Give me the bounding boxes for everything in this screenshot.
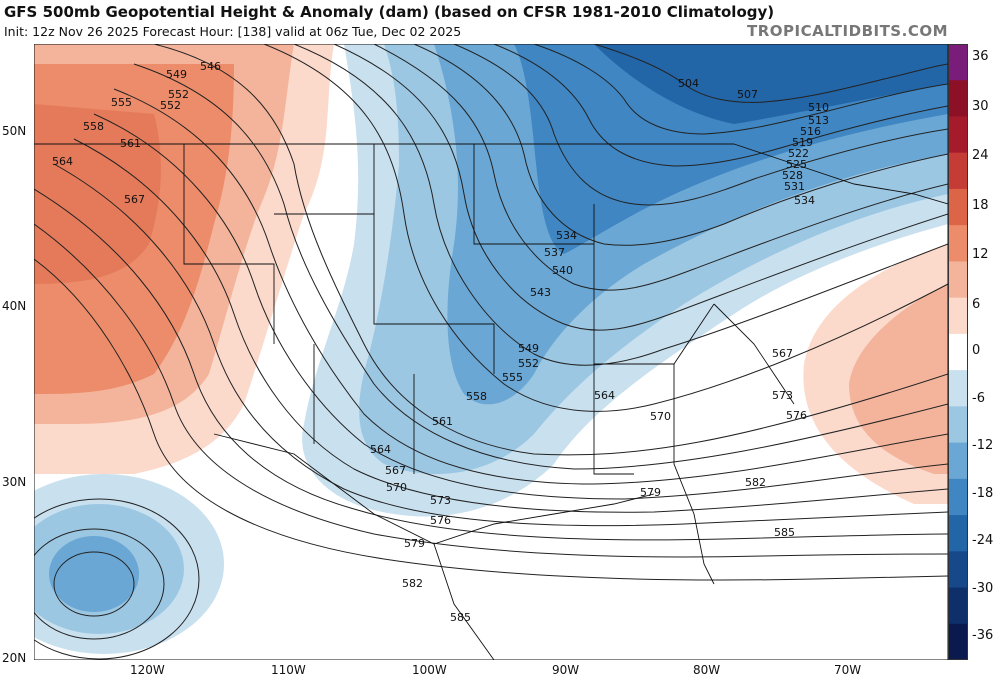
colorbar-swatch	[948, 116, 968, 154]
contour-label: 561	[120, 137, 141, 150]
contour-label: 582	[402, 577, 423, 590]
contour-label: 582	[745, 476, 766, 489]
lon-label: 100W	[412, 663, 447, 677]
lon-label: 80W	[693, 663, 721, 677]
anomaly-map	[34, 44, 948, 660]
contour-label: 567	[124, 193, 145, 206]
colorbar-swatch	[948, 370, 968, 407]
colorbar-tick: -24	[972, 533, 994, 548]
contour-label: 555	[502, 371, 523, 384]
colorbar-tick: -36	[972, 628, 994, 643]
pacific-low-anomaly	[34, 474, 224, 654]
contour-label: 567	[385, 464, 406, 477]
contour-label: 576	[786, 409, 807, 422]
lon-label: 120W	[130, 663, 165, 677]
colorbar-swatch	[948, 551, 968, 589]
lon-label: 110W	[271, 663, 306, 677]
contour-label: 534	[556, 229, 577, 242]
colorbar-swatch	[948, 44, 968, 81]
contour-label: 549	[518, 342, 539, 355]
contour-label: 528	[782, 169, 803, 182]
colorbar-tick: -6	[972, 391, 985, 406]
credit-watermark: TROPICALTIDBITS.COM	[747, 22, 948, 40]
contour-label: 504	[678, 77, 699, 90]
contour-label: 546	[200, 60, 221, 73]
contour-label: 510	[808, 101, 829, 114]
lat-label: 30N	[2, 475, 27, 489]
contour-label: 522	[788, 147, 809, 160]
contour-label: 558	[83, 120, 104, 133]
colorbar-swatch	[948, 188, 968, 226]
contour-label: 561	[432, 415, 453, 428]
contour-label: 579	[640, 486, 661, 499]
lon-label: 70W	[834, 663, 862, 677]
colorbar-border	[948, 44, 968, 660]
contour-label: 540	[552, 264, 573, 277]
lat-label: 20N	[2, 651, 27, 665]
contour-label: 525	[786, 158, 807, 171]
colorbar-swatch	[948, 406, 968, 444]
contour-label: 519	[792, 136, 813, 149]
contour-label: 585	[774, 526, 795, 539]
contour-label: 552	[160, 99, 181, 112]
lon-label: 90W	[552, 663, 580, 677]
contour-label: 534	[794, 194, 815, 207]
colorbar-swatch	[948, 587, 968, 625]
chart-title: GFS 500mb Geopotential Height & Anomaly …	[4, 3, 775, 21]
colorbar-swatch	[948, 333, 968, 371]
height-contours	[34, 44, 948, 660]
colorbar-swatch	[948, 80, 968, 117]
lat-label: 40N	[2, 299, 27, 313]
contour-label: 543	[530, 286, 551, 299]
colorbar-swatch	[948, 297, 968, 335]
colorbar-swatch	[948, 478, 968, 516]
contour-label: 537	[544, 246, 565, 259]
colorbar-swatch	[948, 261, 968, 299]
colorbar-swatch	[948, 623, 968, 660]
atlantic-ridge-anomaly	[803, 244, 948, 504]
contour-label: 564	[52, 155, 73, 168]
colorbar-tick: -12	[972, 438, 994, 453]
colorbar-tick: 6	[972, 297, 981, 312]
colorbar-tick: 36	[972, 49, 989, 64]
colorbar-swatch	[948, 152, 968, 190]
contour-label: 552	[518, 357, 539, 370]
colorbar-tick: 0	[972, 343, 981, 358]
colorbar-tick: 24	[972, 148, 989, 163]
colorbar-tick: 30	[972, 99, 989, 114]
contour-label: 555	[111, 96, 132, 109]
contour-label: 531	[784, 180, 805, 193]
colorbar-tick: 12	[972, 247, 989, 262]
forecast-subtitle: Init: 12z Nov 26 2025 Forecast Hour: [13…	[4, 24, 462, 39]
anomaly-colorbar	[948, 44, 968, 660]
contour-label: 570	[386, 481, 407, 494]
contour-label: 579	[404, 537, 425, 550]
colorbar-tick: 18	[972, 198, 989, 213]
contour-label: 549	[166, 68, 187, 81]
political-borders	[34, 143, 948, 660]
contour-label: 558	[466, 390, 487, 403]
contour-label: 552	[168, 88, 189, 101]
contour-label: 585	[450, 611, 471, 624]
contour-label: 564	[370, 443, 391, 456]
contour-label: 573	[430, 494, 451, 507]
colorbar-swatch	[948, 225, 968, 262]
contour-label: 507	[737, 88, 758, 101]
colorbar-tick: -18	[972, 486, 994, 501]
contour-label: 516	[800, 125, 821, 138]
contour-label: 570	[650, 410, 671, 423]
contour-label: 576	[430, 514, 451, 527]
contour-label: 573	[772, 389, 793, 402]
contour-label: 567	[772, 347, 793, 360]
colorbar-swatch	[948, 442, 968, 480]
contour-label: 513	[808, 114, 829, 127]
colorbar-swatch	[948, 515, 968, 552]
lat-label: 50N	[2, 124, 27, 138]
colorbar-tick: -30	[972, 581, 994, 596]
contour-label: 564	[594, 389, 615, 402]
